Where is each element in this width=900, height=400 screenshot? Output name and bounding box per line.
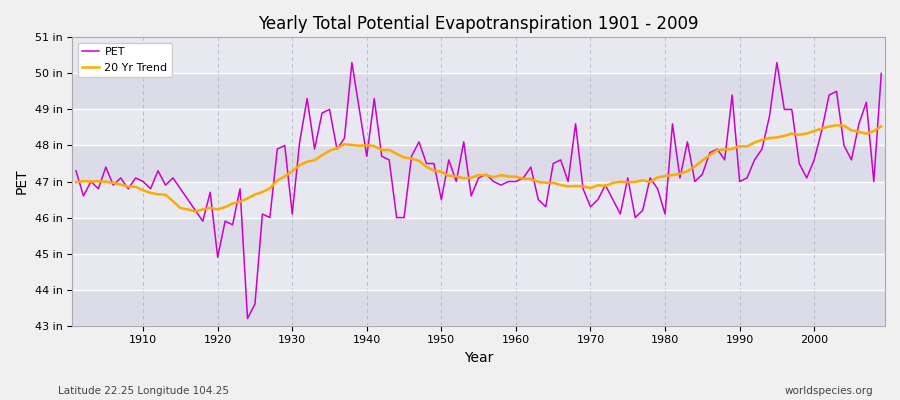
PET xyxy=(130,176,141,180)
20 Yr Trend xyxy=(518,176,529,181)
Bar xyxy=(72,254,885,290)
Text: worldspecies.org: worldspecies.org xyxy=(785,386,873,396)
Text: Latitude 22.25 Longitude 104.25: Latitude 22.25 Longitude 104.25 xyxy=(58,386,230,396)
Bar xyxy=(72,37,885,73)
Bar xyxy=(72,146,885,182)
PET xyxy=(354,107,364,112)
PET xyxy=(876,71,886,76)
20 Yr Trend xyxy=(130,184,141,189)
Legend: PET, 20 Yr Trend: PET, 20 Yr Trend xyxy=(77,43,172,77)
PET xyxy=(242,316,253,321)
PET xyxy=(346,60,357,65)
PET xyxy=(70,168,81,173)
X-axis label: Year: Year xyxy=(464,351,493,365)
20 Yr Trend xyxy=(831,123,842,128)
20 Yr Trend xyxy=(302,159,312,164)
20 Yr Trend xyxy=(70,180,81,184)
20 Yr Trend xyxy=(346,142,357,147)
Bar xyxy=(72,110,885,146)
PET xyxy=(615,212,626,216)
Bar xyxy=(72,218,885,254)
PET xyxy=(518,176,529,180)
Title: Yearly Total Potential Evapotranspiration 1901 - 2009: Yearly Total Potential Evapotranspiratio… xyxy=(258,15,699,33)
Line: 20 Yr Trend: 20 Yr Trend xyxy=(76,125,881,212)
20 Yr Trend xyxy=(510,174,521,179)
PET xyxy=(302,96,312,101)
20 Yr Trend xyxy=(190,209,201,214)
PET xyxy=(526,165,536,170)
Y-axis label: PET: PET xyxy=(15,169,29,194)
20 Yr Trend xyxy=(876,124,886,129)
Bar xyxy=(72,73,885,110)
Bar xyxy=(72,182,885,218)
Bar xyxy=(72,290,885,326)
Line: PET: PET xyxy=(76,62,881,318)
20 Yr Trend xyxy=(608,180,618,185)
